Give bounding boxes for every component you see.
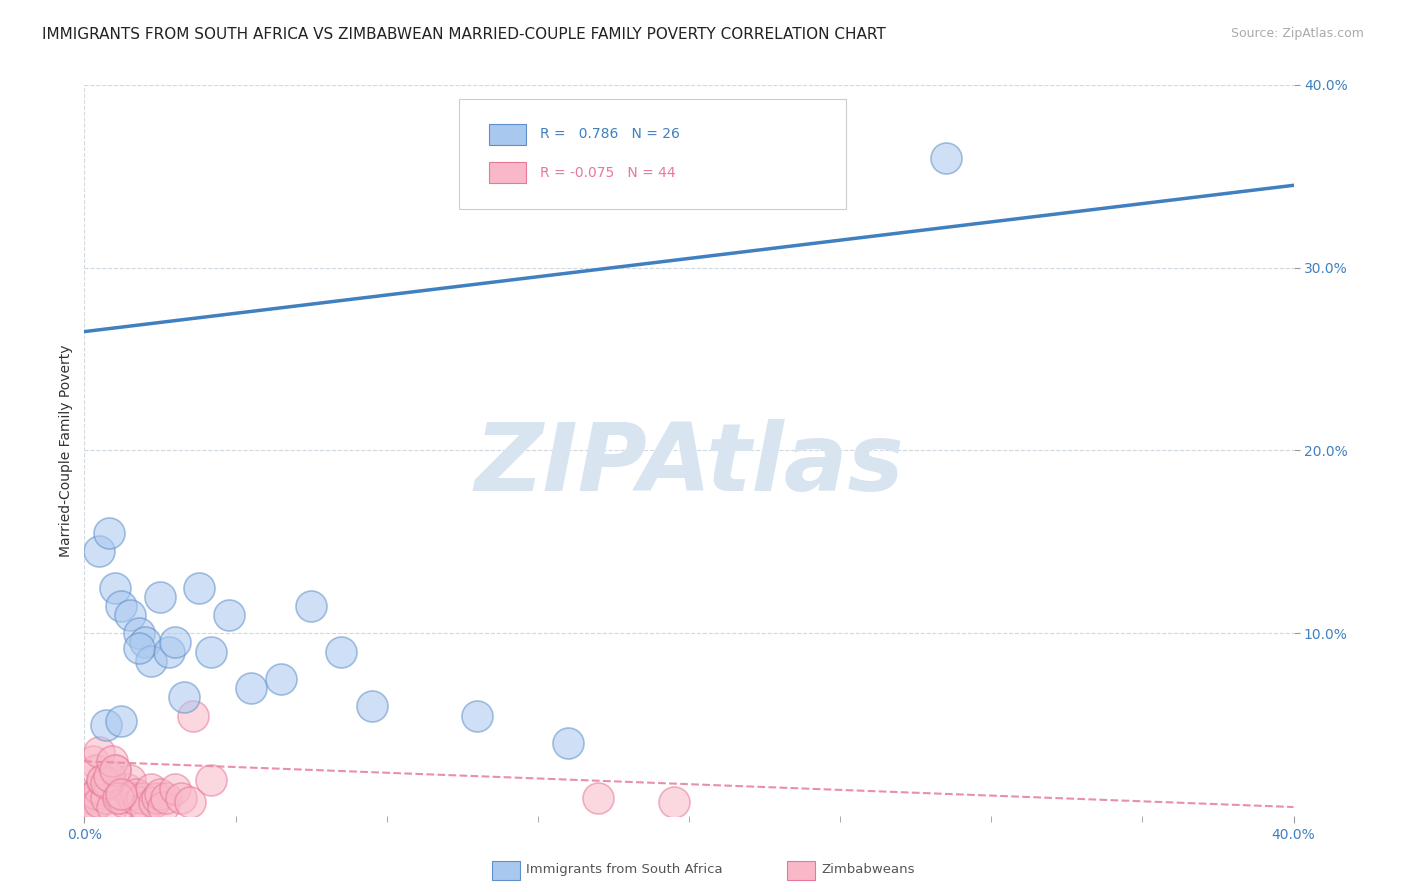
Text: R =   0.786   N = 26: R = 0.786 N = 26 <box>540 128 681 142</box>
Text: Source: ZipAtlas.com: Source: ZipAtlas.com <box>1230 27 1364 40</box>
Point <box>79 795 101 809</box>
Point <box>115 781 138 796</box>
Point <box>110 791 132 805</box>
Bar <box>489 123 526 145</box>
Point <box>104 764 127 778</box>
Point <box>112 795 135 809</box>
Point <box>157 644 180 658</box>
Point <box>134 800 156 814</box>
Text: IMMIGRANTS FROM SOUTH AFRICA VS ZIMBABWEAN MARRIED-COUPLE FAMILY POVERTY CORRELA: IMMIGRANTS FROM SOUTH AFRICA VS ZIMBABWE… <box>42 27 886 42</box>
Point <box>149 590 172 604</box>
Point <box>89 781 111 796</box>
Point <box>110 714 132 728</box>
Point <box>89 745 111 759</box>
Point <box>935 151 957 165</box>
Point <box>139 654 162 668</box>
Point <box>218 608 240 623</box>
Point <box>118 772 141 787</box>
Point <box>165 781 187 796</box>
Point <box>139 781 162 796</box>
Point <box>165 635 187 649</box>
Point <box>270 672 292 686</box>
Point <box>86 787 108 801</box>
Point <box>94 717 117 731</box>
Point <box>118 608 141 623</box>
Point <box>128 640 150 655</box>
Point <box>179 795 201 809</box>
Point <box>149 787 172 801</box>
Point <box>662 795 685 809</box>
Point <box>91 772 114 787</box>
Point <box>100 755 122 769</box>
Point <box>557 736 579 750</box>
Point <box>82 800 104 814</box>
Point <box>104 764 127 778</box>
Point <box>134 635 156 649</box>
FancyBboxPatch shape <box>460 99 846 209</box>
Point <box>239 681 262 696</box>
Point <box>76 791 98 805</box>
Point <box>200 644 222 658</box>
Point <box>128 795 150 809</box>
Point <box>330 644 353 658</box>
Point <box>97 525 120 540</box>
Y-axis label: Married-Couple Family Poverty: Married-Couple Family Poverty <box>59 344 73 557</box>
Point <box>97 776 120 790</box>
Point <box>100 800 122 814</box>
Point <box>121 791 143 805</box>
Point <box>125 787 148 801</box>
Point <box>89 544 111 558</box>
Point <box>155 791 177 805</box>
Point <box>82 755 104 769</box>
Point <box>142 795 165 809</box>
Point <box>588 791 610 805</box>
Point <box>89 795 111 809</box>
Point <box>152 800 174 814</box>
Bar <box>489 161 526 184</box>
Point <box>107 791 129 805</box>
Point <box>173 690 195 705</box>
Point <box>91 772 114 787</box>
Point <box>110 599 132 613</box>
Point <box>360 699 382 714</box>
Text: R = -0.075   N = 44: R = -0.075 N = 44 <box>540 166 676 179</box>
Text: Immigrants from South Africa: Immigrants from South Africa <box>526 863 723 876</box>
Point <box>467 708 489 723</box>
Point <box>104 581 127 595</box>
Point <box>110 787 132 801</box>
Point <box>200 772 222 787</box>
Point <box>97 769 120 783</box>
Point <box>299 599 322 613</box>
Text: Zimbabweans: Zimbabweans <box>821 863 915 876</box>
Point <box>94 791 117 805</box>
Text: ZIPAtlas: ZIPAtlas <box>474 419 904 511</box>
Point <box>94 776 117 790</box>
Point <box>146 791 169 805</box>
Point <box>188 581 211 595</box>
Point <box>107 787 129 801</box>
Point <box>131 791 153 805</box>
Point <box>170 791 193 805</box>
Point <box>181 708 204 723</box>
Point <box>128 626 150 640</box>
Point <box>86 764 108 778</box>
